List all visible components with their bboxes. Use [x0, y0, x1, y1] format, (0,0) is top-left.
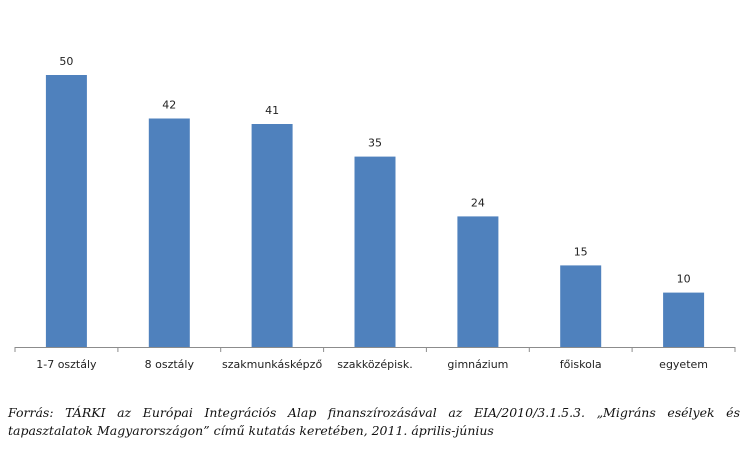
- bar-1: [148, 118, 190, 347]
- bar-value-label-0: 50: [59, 55, 73, 68]
- bars-group: [45, 75, 705, 347]
- category-label-1: 8 osztály: [145, 358, 195, 371]
- bar-chart-svg: 50 42 41 35 24 15 10 1-7 osztály 8 osztály szakm…: [14, 55, 736, 371]
- x-axis-ticks-group: [14, 347, 736, 352]
- category-label-3: szakközépisk.: [337, 358, 413, 371]
- bar-value-label-2: 41: [265, 104, 279, 117]
- category-labels-group: 1-7 osztály 8 osztály szakmunkásképző szakk…: [36, 358, 708, 371]
- bar-value-label-5: 15: [574, 245, 588, 258]
- bar-5: [560, 265, 602, 347]
- bar-3: [354, 156, 396, 347]
- bar-value-label-1: 42: [162, 99, 176, 112]
- category-label-0: 1-7 osztály: [36, 358, 97, 371]
- source-note: Forrás: TÁRKI az Európai Integrációs Ala…: [8, 404, 740, 440]
- source-note-line-1: Forrás: TÁRKI az Európai Integrációs Ala…: [8, 405, 740, 420]
- category-label-2: szakmunkásképző: [222, 358, 322, 371]
- bar-0: [45, 75, 87, 347]
- category-label-5: főiskola: [560, 358, 602, 371]
- bar-6: [663, 292, 705, 347]
- value-labels-group: 50 42 41 35 24 15 10: [59, 55, 690, 286]
- category-label-4: gimnázium: [447, 358, 508, 371]
- category-label-6: egyetem: [659, 358, 708, 371]
- bar-chart: 50 42 41 35 24 15 10 1-7 osztály 8 osztály szakm…: [14, 55, 736, 371]
- source-note-line-2: tapasztalatok Magyarországon” című kutat…: [8, 423, 494, 438]
- bar-2: [251, 124, 293, 347]
- bar-value-label-6: 10: [677, 273, 691, 286]
- bar-4: [457, 216, 499, 347]
- bar-value-label-3: 35: [368, 137, 382, 150]
- bar-value-label-4: 24: [471, 196, 485, 209]
